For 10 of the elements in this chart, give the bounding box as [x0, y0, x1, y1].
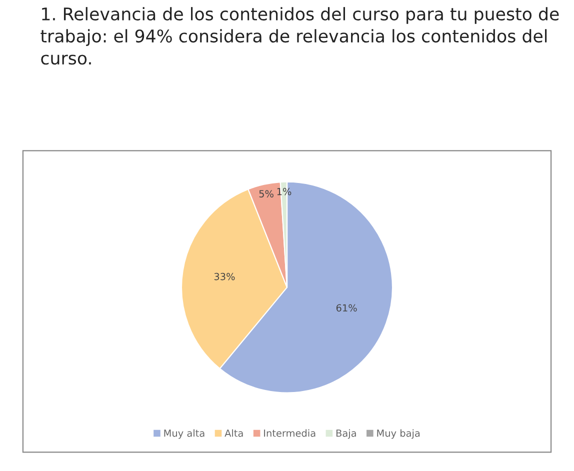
legend-label: Baja	[336, 429, 356, 439]
data-label: 5%	[259, 190, 274, 198]
legend-label: Alta	[224, 429, 243, 437]
legend-label: Muy baja	[377, 429, 420, 439]
data-label: 61%	[336, 304, 357, 312]
legend-label: Intermedia	[264, 429, 316, 437]
chart-title: 1. Relevancia de los contenidos del curso para tu puesto de trabajo: el 94% considera de relevancia los contenidos del curso.	[40, 7, 559, 65]
data-label: 33%	[214, 272, 235, 280]
data-label: 1%	[277, 188, 292, 196]
legend-label: Muy alta	[164, 429, 204, 439]
